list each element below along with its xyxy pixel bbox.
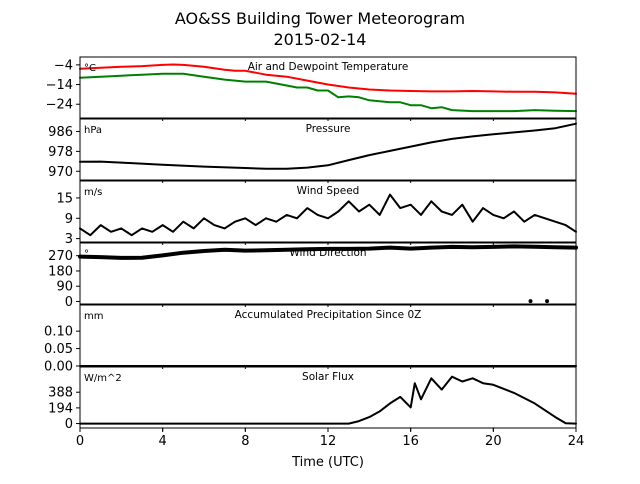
x-tick-label: 0 (76, 434, 84, 449)
unit-label: m/s (84, 187, 102, 198)
y-tick-label: 15 (56, 191, 73, 206)
y-tick-label: 0 (65, 417, 73, 432)
x-tick-label: 8 (241, 434, 249, 449)
panel-1: −4 −14 −24 °C Air and Dewpoint Temperature (46, 56, 577, 121)
unit-label: hPa (84, 125, 102, 136)
y-tick-label: 0.05 (44, 342, 73, 357)
panel-title: Wind Direction (289, 247, 366, 259)
unit-label: ° (84, 249, 89, 260)
y-tick-label: 978 (48, 145, 73, 160)
series-line-1 (79, 193, 577, 237)
series-line-1 (79, 122, 577, 170)
series-line-1 (79, 375, 577, 425)
series-line-1 (79, 63, 577, 95)
y-tick-label: 0.00 (44, 360, 73, 375)
x-tick-label: 12 (320, 434, 337, 449)
y-tick-label: 194 (48, 401, 73, 416)
x-axis: 0 4 8 12 16 20 24 (76, 428, 584, 449)
x-tick-label: 4 (159, 434, 167, 449)
y-tick-label: 9 (65, 212, 73, 227)
unit-label: mm (84, 311, 103, 322)
x-tick-label: 24 (568, 434, 585, 449)
unit-label: W/m^2 (84, 373, 122, 384)
x-axis-label: Time (UTC) (291, 455, 364, 470)
y-tick-label: −24 (46, 98, 73, 113)
y-tick-label: 0 (65, 295, 73, 310)
figure-date: 2015-02-14 (274, 30, 367, 49)
y-tick-label: 388 (48, 386, 73, 401)
panel-5: 0.00 0.05 0.10 mm Accumulated Precipitation … (44, 304, 577, 375)
wind-direction-point (528, 299, 533, 304)
y-tick-label: 90 (56, 280, 73, 295)
y-tick-label: 0.10 (44, 325, 73, 340)
y-tick-label: 180 (48, 264, 73, 279)
wind-direction-point (545, 299, 550, 304)
y-tick-label: 986 (48, 125, 73, 140)
series-line-2 (79, 72, 577, 113)
y-tick-label: −4 (54, 58, 73, 73)
panel-title: Wind Speed (297, 185, 360, 197)
y-tick-label: 970 (48, 165, 73, 180)
series-line-1 (78, 244, 578, 260)
panel-3: 3 9 15 m/s Wind Speed (56, 180, 577, 247)
y-tick-label: −14 (46, 78, 73, 93)
y-tick-label: 3 (65, 232, 73, 247)
panels-group: −4 −14 −24 °C Air and Dewpoint Temperature 97… (44, 56, 578, 432)
x-tick-label: 20 (485, 434, 502, 449)
panel-2: 970 978 986 hPa Pressure (48, 118, 577, 183)
y-tick-label: 270 (48, 249, 73, 264)
panel-title: Accumulated Precipitation Since 0Z (235, 309, 422, 321)
panel-title: Air and Dewpoint Temperature (248, 61, 409, 73)
figure-title: AO&SS Building Tower Meteorogram (175, 9, 465, 28)
panel-title: Pressure (306, 123, 351, 135)
unit-label: °C (84, 63, 96, 74)
x-tick-label: 16 (402, 434, 419, 449)
panel-title: Solar Flux (302, 371, 354, 383)
